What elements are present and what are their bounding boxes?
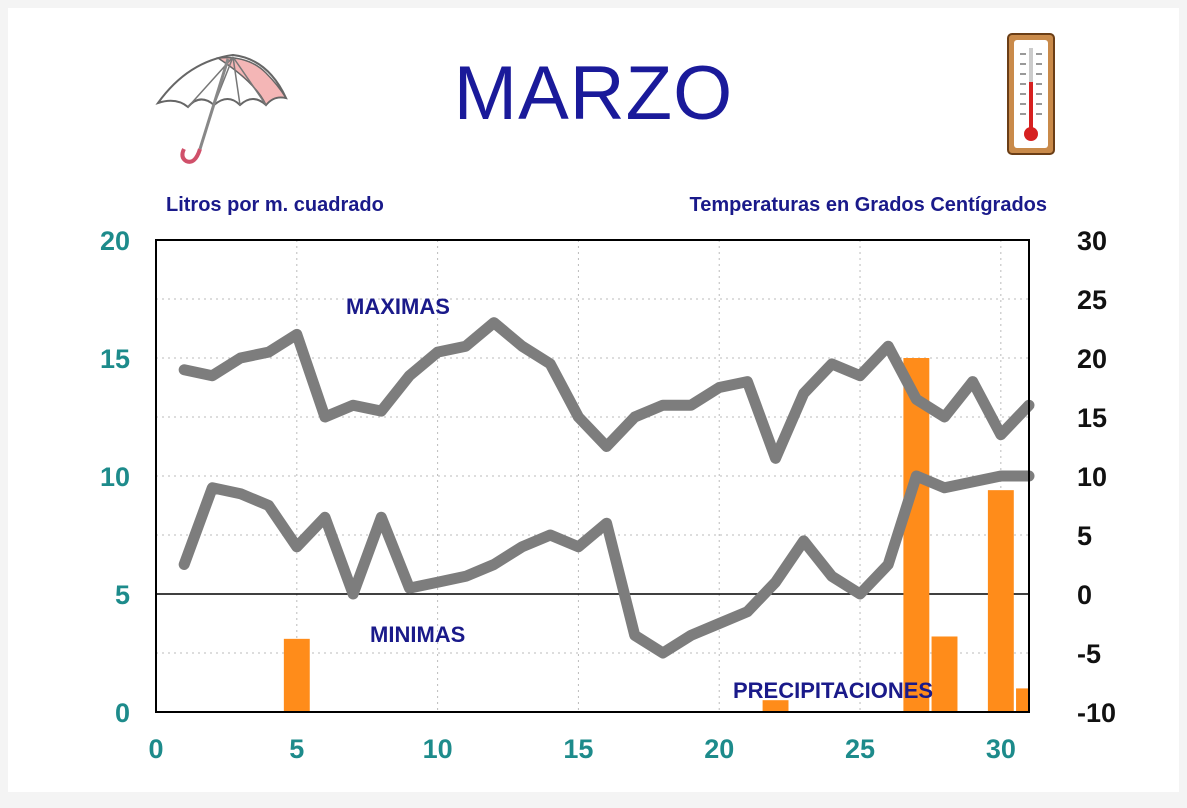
- series-line-maximas: [178, 317, 1035, 464]
- x-tick-label: 20: [704, 734, 734, 764]
- chart: 0 5 10 15 20 25 30 0 5 10 15 20 -10 -5 0 5 10 15 20 25 30 MA…: [100, 226, 1116, 764]
- plot-frame: [155, 239, 1030, 713]
- bar-day-22: [762, 700, 789, 712]
- y-right-tick-label: 10: [1077, 462, 1107, 492]
- y-right-tick-label: 30: [1077, 226, 1107, 256]
- series-line-minimas: [178, 470, 1035, 659]
- y-right-tick-label: 5: [1077, 521, 1092, 551]
- y-right-tick-label: 25: [1077, 285, 1107, 315]
- y-left-tick-label: 15: [100, 344, 130, 374]
- x-tick-label: 30: [986, 734, 1016, 764]
- x-tick-label: 10: [423, 734, 453, 764]
- x-tick-label: 5: [289, 734, 304, 764]
- series-label-precipitaciones: PRECIPITACIONES: [733, 678, 933, 703]
- bar-day-28: [931, 636, 958, 712]
- bar-day-27: [903, 358, 930, 712]
- bar-day-5: [283, 638, 310, 712]
- page-title: MARZO: [453, 51, 734, 136]
- series-label-minimas: MINIMAS: [370, 622, 465, 647]
- y-right-tick-label: 0: [1077, 580, 1092, 610]
- x-tick-label: 0: [148, 734, 163, 764]
- bar-day-30: [987, 490, 1014, 712]
- left-axis-caption: Litros por m. cuadrado: [166, 194, 384, 216]
- x-tick-label: 15: [563, 734, 593, 764]
- y-right-tick-label: -10: [1077, 698, 1116, 728]
- umbrella-icon: [155, 53, 288, 164]
- y-right-tick-label: 15: [1077, 403, 1107, 433]
- right-axis-caption: Temperaturas en Grados Centígrados: [689, 194, 1048, 216]
- y-right-tick-label: -5: [1077, 639, 1101, 669]
- y-left-tick-label: 5: [115, 580, 130, 610]
- y-right-tick-label: 20: [1077, 344, 1107, 374]
- y-left-tick-label: 20: [100, 226, 130, 256]
- chart-panel: MARZO Litros por m. cuadrado Temperatura…: [8, 8, 1179, 792]
- bar-day-31: [1016, 688, 1029, 712]
- x-tick-label: 25: [845, 734, 875, 764]
- thermometer-icon: [1007, 33, 1055, 155]
- y-left-tick-label: 10: [100, 462, 130, 492]
- y-left-tick-label: 0: [115, 698, 130, 728]
- series-label-maximas: MAXIMAS: [346, 294, 450, 319]
